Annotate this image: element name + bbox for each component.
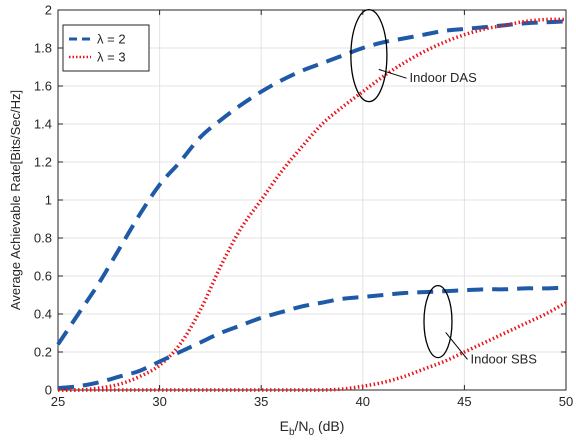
- y-tick-label: 1.8: [34, 41, 52, 56]
- series-line-indoor-das-lambda-3: [57, 17, 567, 392]
- series-line-indoor-das-lambda-2: [56, 19, 567, 346]
- tick-labels: 25 30 35 40 45 50 0 0.2 0.4 0.6 0.8 1 1.2 1.4 1.6 1.8 2: [34, 3, 573, 410]
- annotations: Indoor DAS Indoor SBS: [350, 8, 537, 366]
- y-axis-label: Average Achievable Rate[Bits/Sec/Hz]: [8, 90, 23, 310]
- annotation-ellipse-0: [350, 8, 388, 103]
- annotation-leader-0: [378, 68, 407, 79]
- x-tick-label: 40: [356, 394, 370, 409]
- x-tick-label: 25: [51, 394, 65, 409]
- y-tick-label: 1.6: [34, 79, 52, 94]
- x-axis-label-sub2: 0: [309, 427, 315, 438]
- y-tick-label: 1.2: [34, 155, 52, 170]
- legend: λ = 2 λ = 3: [62, 24, 150, 72]
- annotation-ellipse-1: [423, 284, 453, 359]
- x-tick-label: 45: [457, 394, 471, 409]
- series-line-indoor-sbs-lambda-2: [57, 285, 567, 391]
- y-tick-label: 0.4: [34, 307, 52, 322]
- legend-label: λ = 3: [97, 50, 126, 65]
- x-tick-label: 30: [152, 394, 166, 409]
- legend-label: λ = 2: [97, 32, 126, 47]
- x-axis-label-main: E: [280, 418, 289, 434]
- x-axis-label-tail: (dB): [314, 418, 344, 434]
- x-tick-label: 35: [254, 394, 268, 409]
- series-group: [56, 17, 567, 392]
- y-tick-label: 0.6: [34, 269, 52, 284]
- grid: [57, 9, 567, 391]
- annotation-leader-1: [445, 332, 468, 360]
- y-tick-label: 0: [45, 383, 52, 398]
- axes: [57, 9, 567, 391]
- x-axis-label: Eb/N0 (dB): [280, 418, 345, 438]
- y-tick-label: 1: [45, 193, 52, 208]
- x-tick-label: 50: [559, 394, 573, 409]
- series-line-indoor-sbs-lambda-3: [58, 301, 567, 392]
- x-axis-label-sub1: b: [289, 427, 295, 438]
- annotation-label: Indoor SBS: [470, 351, 537, 366]
- y-tick-label: 2: [45, 3, 52, 18]
- y-tick-label: 0.2: [34, 345, 52, 360]
- y-tick-label: 0.8: [34, 231, 52, 246]
- x-axis-label-mid: /N: [295, 418, 309, 434]
- legend-box: [62, 24, 150, 72]
- y-tick-label: 1.4: [34, 117, 52, 132]
- annotation-label: Indoor DAS: [410, 70, 478, 85]
